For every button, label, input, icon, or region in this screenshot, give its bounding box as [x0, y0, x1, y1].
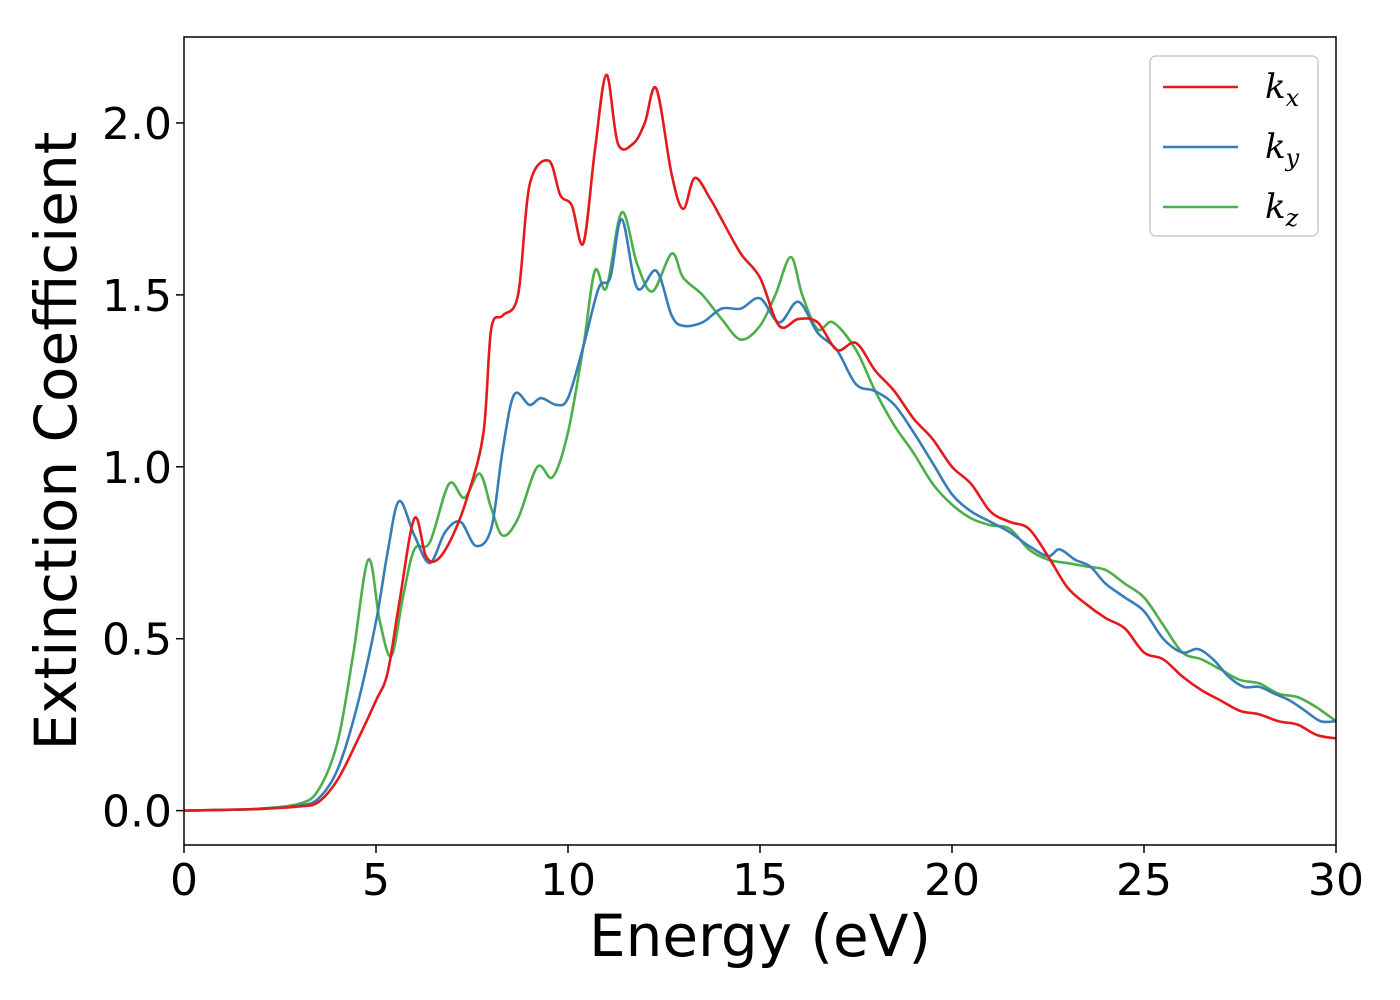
y-tick-label: 2.0	[102, 99, 172, 150]
x-axis-title: Energy (eV)	[589, 902, 931, 970]
x-tick-label: 10	[540, 855, 596, 906]
y-axis-title: Extinction Coefficient	[22, 132, 90, 751]
legend-label-base: k	[1265, 67, 1286, 107]
series-line-kx	[184, 73, 1336, 812]
y-tick-label: 0.5	[102, 615, 172, 666]
x-tick-label: 30	[1308, 855, 1364, 906]
legend-label-subscript: z	[1285, 204, 1299, 232]
legend-label-kz: kz	[1265, 187, 1299, 232]
legend-label-base: k	[1265, 187, 1286, 227]
x-tick-label: 15	[732, 855, 788, 906]
x-tick-label: 20	[924, 855, 980, 906]
y-axis: 0.0 0.5 1.0 1.5 2.0	[102, 99, 184, 838]
y-tick-label: 0.0	[102, 787, 172, 838]
legend-label-kx: kx	[1265, 67, 1300, 112]
series-layer	[184, 73, 1336, 812]
legend-label-subscript: y	[1285, 144, 1300, 172]
y-tick-label: 1.5	[102, 271, 172, 322]
x-tick-label: 5	[362, 855, 390, 906]
series-line-kz	[184, 211, 1336, 812]
legend-label-ky: ky	[1265, 127, 1300, 172]
y-tick-label: 1.0	[102, 443, 172, 494]
legend-label-subscript: x	[1286, 84, 1300, 112]
legend-label-base: k	[1265, 127, 1286, 167]
x-axis: 0 5 10 15 20 25 30	[170, 845, 1364, 906]
series-line-ky	[184, 217, 1336, 812]
x-tick-label: 0	[170, 855, 198, 906]
x-tick-label: 25	[1116, 855, 1172, 906]
